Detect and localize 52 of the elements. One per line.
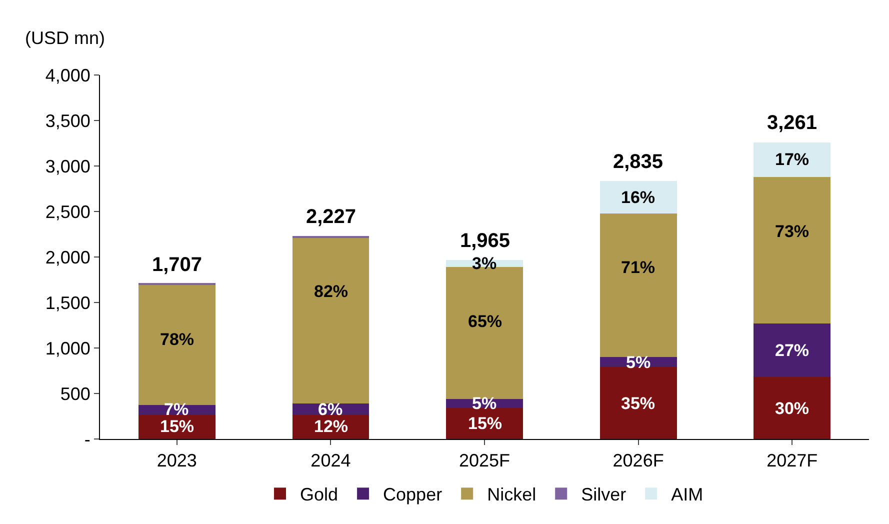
bar: [138, 284, 216, 405]
bar: [446, 408, 523, 439]
bar: [754, 176, 831, 324]
y-tick-label: 2,000: [45, 247, 90, 268]
bar: [600, 367, 677, 439]
total-label: 2,835: [613, 151, 664, 173]
legend-label: Nickel: [487, 484, 536, 505]
legend-label: Copper: [383, 484, 442, 505]
legend-label: Gold: [300, 484, 338, 505]
bar: [754, 377, 831, 439]
legend-label: AIM: [671, 484, 704, 505]
annotation: 78%: [160, 330, 194, 349]
annotation: 17%: [775, 150, 810, 169]
bar: [600, 213, 677, 358]
legend-label: Silver: [581, 484, 626, 505]
y-tick-label: 1,500: [45, 292, 90, 313]
x-tick-label: 2025F: [458, 450, 510, 471]
y-axis-title: (USD mn): [25, 28, 105, 48]
total-label: 1,707: [152, 254, 202, 276]
y-tick-label: 3,500: [45, 110, 90, 131]
annotation: 35%: [621, 394, 656, 413]
x-tick-label: 2023: [156, 450, 197, 471]
annotation: 15%: [160, 417, 194, 436]
bar: [292, 237, 370, 404]
annotation: 15%: [468, 414, 502, 433]
total-label: 3,261: [767, 112, 818, 134]
annotation: 27%: [775, 341, 810, 360]
annotation: 71%: [621, 258, 656, 277]
annotation: 5%: [626, 353, 651, 372]
annotation: 12%: [314, 417, 348, 436]
y-tick-label: 2,500: [45, 202, 90, 222]
y-tick-label: 3,000: [45, 156, 90, 176]
x-tick-label: 2024: [310, 450, 351, 471]
y-tick-label: -: [84, 429, 90, 450]
bar: [600, 181, 677, 214]
total-label: 2,227: [306, 206, 356, 228]
total-label: 1,965: [460, 230, 510, 252]
y-tick-label: 4,000: [45, 65, 90, 86]
annotation: 73%: [775, 222, 810, 241]
y-tick-label: 1,000: [45, 338, 90, 358]
annotation: 30%: [775, 399, 810, 418]
annotation: 16%: [621, 188, 656, 207]
bar: [754, 142, 831, 177]
annotation: 82%: [314, 282, 348, 301]
annotation: 5%: [472, 394, 497, 413]
x-tick-label: 2026F: [612, 450, 664, 471]
annotation: 7%: [164, 400, 189, 419]
y-tick-label: 500: [60, 384, 90, 404]
annotation: 65%: [468, 312, 502, 331]
annotation: 6%: [318, 400, 343, 419]
x-tick-label: 2027F: [766, 450, 818, 471]
bar: [754, 323, 831, 378]
